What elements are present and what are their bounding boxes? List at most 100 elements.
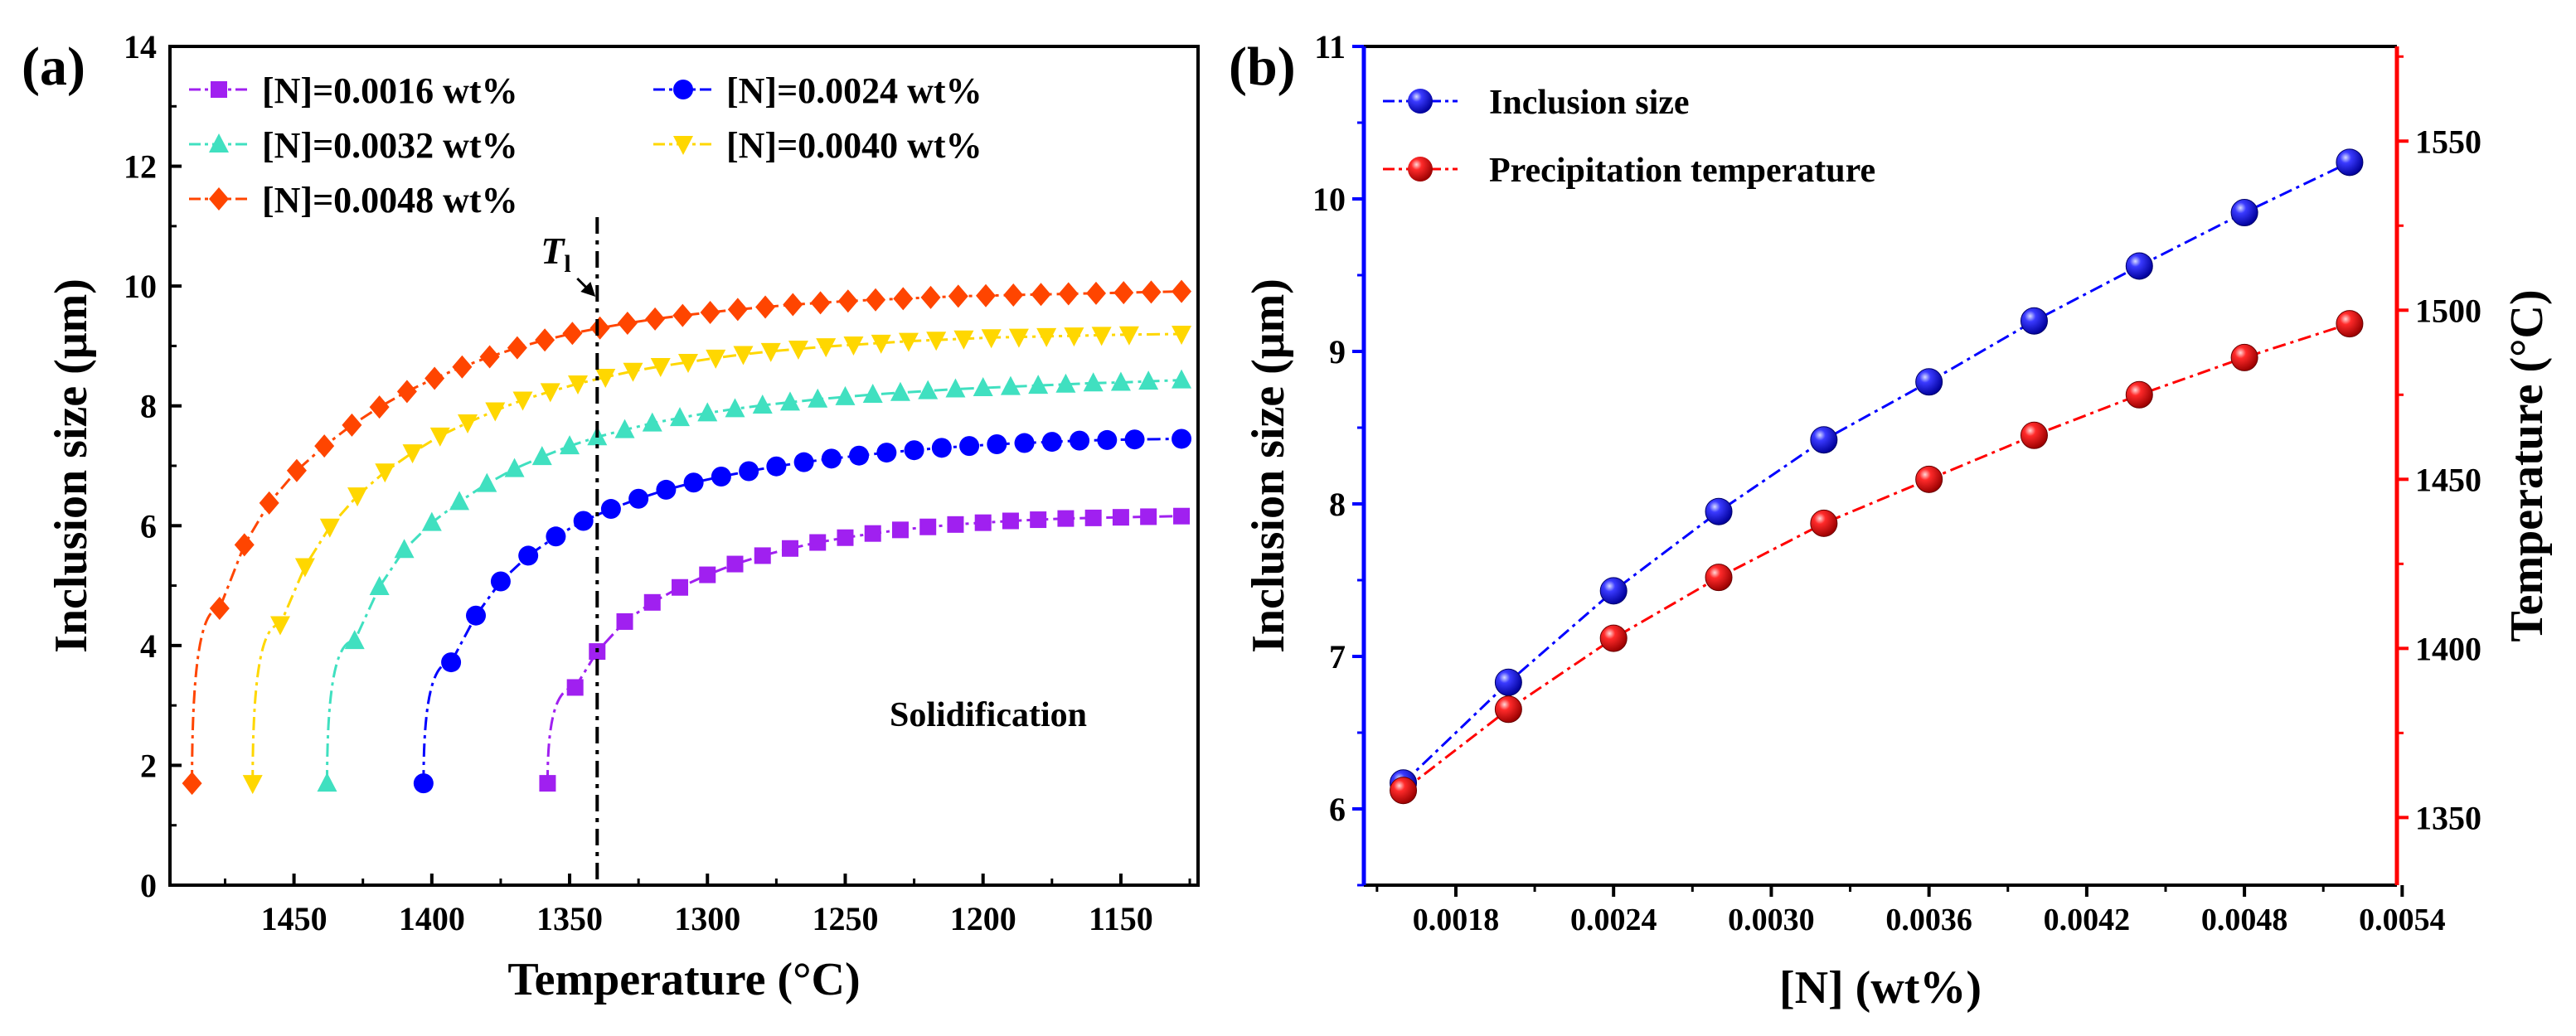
chart-a-y-tick-label-3: 4 xyxy=(140,627,157,665)
chart-a-point-s4-9 xyxy=(458,414,478,433)
chart-b-y2-tick-label-1: 1350 xyxy=(2415,799,2481,836)
chart-a-point-s3-9 xyxy=(531,446,552,466)
chart-a-line-series-4 xyxy=(251,332,1182,784)
chart-a-point-s1-24 xyxy=(1173,507,1191,525)
chart-a-point-s5-30 xyxy=(976,283,997,307)
chart-b-point-s2-8 xyxy=(2125,380,2153,409)
chart-a-y-tick-label-1: 0 xyxy=(140,867,157,904)
chart-a-point-s2-15 xyxy=(793,452,814,472)
chart-b-legend: Inclusion size Precipitation temperature xyxy=(1383,84,1875,190)
chart-b-x-tick-label-2: 0.0024 xyxy=(1570,903,1657,937)
chart-a-point-s2-8 xyxy=(600,499,621,520)
chart-a-point-s4-23 xyxy=(843,336,864,356)
chart-a-point-s4-17 xyxy=(677,353,698,373)
chart-a-point-s4-2 xyxy=(269,616,290,636)
chart-a-y-axis-title: Inclusion size (μm) xyxy=(46,278,97,653)
chart-a-y-tick-label-2: 2 xyxy=(140,747,157,784)
chart-a-point-s4-18 xyxy=(706,349,726,369)
chart-a-legend-label-2: [N]=0.0024 wt% xyxy=(726,70,982,111)
chart-b-point-s1-3 xyxy=(1599,577,1628,605)
chart-b-point-s2-2 xyxy=(1494,695,1522,724)
chart-a-point-s3-32 xyxy=(1172,369,1192,389)
chart-a-point-s1-22 xyxy=(1112,509,1129,526)
chart-a-point-s1-18 xyxy=(1002,512,1019,530)
chart-a-point-s4-16 xyxy=(650,358,671,378)
chart-a-point-s4-6 xyxy=(375,463,395,483)
chart-a-point-s5-36 xyxy=(1141,280,1162,304)
chart-a-point-s2-3 xyxy=(466,605,487,626)
chart-a-point-s5-7 xyxy=(342,413,362,437)
chart-a-point-s5-14 xyxy=(535,328,555,352)
liquidus-label: Tl xyxy=(541,230,570,278)
chart-a-point-s5-5 xyxy=(286,458,307,482)
chart-b-y-tick-label-6: 11 xyxy=(1314,28,1346,65)
chart-b-x-ticks: 0.0018 0.0024 0.0030 0.0036 0.0042 0.0048 0.00… xyxy=(1375,885,2446,937)
chart-a-point-s3-31 xyxy=(1138,370,1159,390)
chart-a-point-s4-4 xyxy=(319,518,340,538)
chart-a-point-s5-1 xyxy=(182,772,202,796)
liquidus-symbol: T xyxy=(541,230,565,272)
chart-b-legend-marker-1 xyxy=(1408,89,1433,114)
chart-a-point-s5-26 xyxy=(866,288,886,312)
chart-b-point-s1-5 xyxy=(1810,426,1838,454)
chart-b-x-tick-label-7: 0.0054 xyxy=(2359,903,2446,937)
chart-a-x-tick-label-3: 1350 xyxy=(536,900,603,937)
chart-a-legend-marker-3 xyxy=(209,133,229,152)
chart-b-point-s1-6 xyxy=(1915,368,1943,396)
chart-a-y-ticks: 0 2 4 6 8 10 12 14 xyxy=(124,28,182,904)
chart-a-point-s2-10 xyxy=(656,479,677,500)
chart-a-point-s5-31 xyxy=(1003,283,1024,307)
chart-b-point-s2-9 xyxy=(2230,343,2258,371)
chart-a-point-s4-32 xyxy=(1091,327,1112,346)
chart-a-point-s1-7 xyxy=(699,566,716,583)
chart-a-point-s4-30 xyxy=(1036,327,1057,347)
chart-b-legend-label-1: Inclusion size xyxy=(1489,84,1690,122)
chart-a-point-s3-16 xyxy=(725,398,745,418)
chart-a-point-s5-16 xyxy=(589,316,610,340)
chart-b-x-tick-label-1: 0.0018 xyxy=(1413,903,1500,937)
chart-a-markers xyxy=(182,279,1192,796)
chart-a-point-s3-17 xyxy=(752,394,773,414)
chart-a-point-s5-9 xyxy=(396,380,417,404)
chart-a-point-s1-11 xyxy=(809,534,827,551)
chart-a-point-s5-10 xyxy=(424,366,445,390)
chart-a-point-s2-1 xyxy=(413,773,434,794)
chart-a-point-s3-27 xyxy=(1028,375,1049,395)
chart-a-x-tick-label-2: 1400 xyxy=(399,900,465,937)
chart-b-x-tick-label-5: 0.0042 xyxy=(2044,903,2131,937)
chart-a-point-s3-24 xyxy=(945,378,966,398)
chart-b-x-tick-label-3: 0.0030 xyxy=(1728,903,1815,937)
chart-a-point-s1-8 xyxy=(726,555,744,573)
chart-a-point-s4-5 xyxy=(347,487,368,507)
chart-b-point-s2-5 xyxy=(1810,509,1838,537)
chart-b-y2-tick-label-5: 1550 xyxy=(2415,123,2481,160)
chart-a-point-s1-19 xyxy=(1030,511,1047,529)
liquidus-arrowhead-icon xyxy=(580,282,596,297)
chart-a-point-s2-20 xyxy=(931,438,952,458)
chart-a-point-s4-13 xyxy=(568,375,589,395)
chart-a-point-s5-15 xyxy=(562,322,583,346)
chart-a-line-series-1 xyxy=(546,515,1182,784)
chart-b-legend-marker-2 xyxy=(1408,157,1433,182)
chart-a-point-s1-6 xyxy=(672,579,689,596)
chart-b-point-s2-4 xyxy=(1705,564,1733,592)
chart-a-point-s4-19 xyxy=(733,346,754,366)
chart-a-point-s5-13 xyxy=(507,336,527,360)
chart-a-point-s4-28 xyxy=(981,329,1002,349)
chart-a-point-s3-3 xyxy=(369,576,390,596)
chart-a-point-s5-20 xyxy=(700,300,720,324)
chart-a-legend-marker-2 xyxy=(673,80,693,99)
chart-b-x-tick-label-4: 0.0036 xyxy=(1885,903,1972,937)
chart-a-y-tick-label-6: 10 xyxy=(124,268,157,305)
chart-a-legend-marker-1 xyxy=(211,81,227,98)
chart-a-point-s3-18 xyxy=(779,391,800,411)
chart-a-point-s3-15 xyxy=(697,402,718,422)
chart-a-point-s1-14 xyxy=(891,521,909,539)
chart-a-point-s2-18 xyxy=(876,443,897,463)
chart-a-point-s2-25 xyxy=(1070,430,1090,451)
chart-a-point-s2-12 xyxy=(711,467,731,487)
chart-a-point-s3-10 xyxy=(560,435,580,455)
chart-a-point-s5-22 xyxy=(755,295,776,319)
chart-a-point-s4-15 xyxy=(623,362,643,382)
chart-a-point-s3-19 xyxy=(808,388,828,408)
